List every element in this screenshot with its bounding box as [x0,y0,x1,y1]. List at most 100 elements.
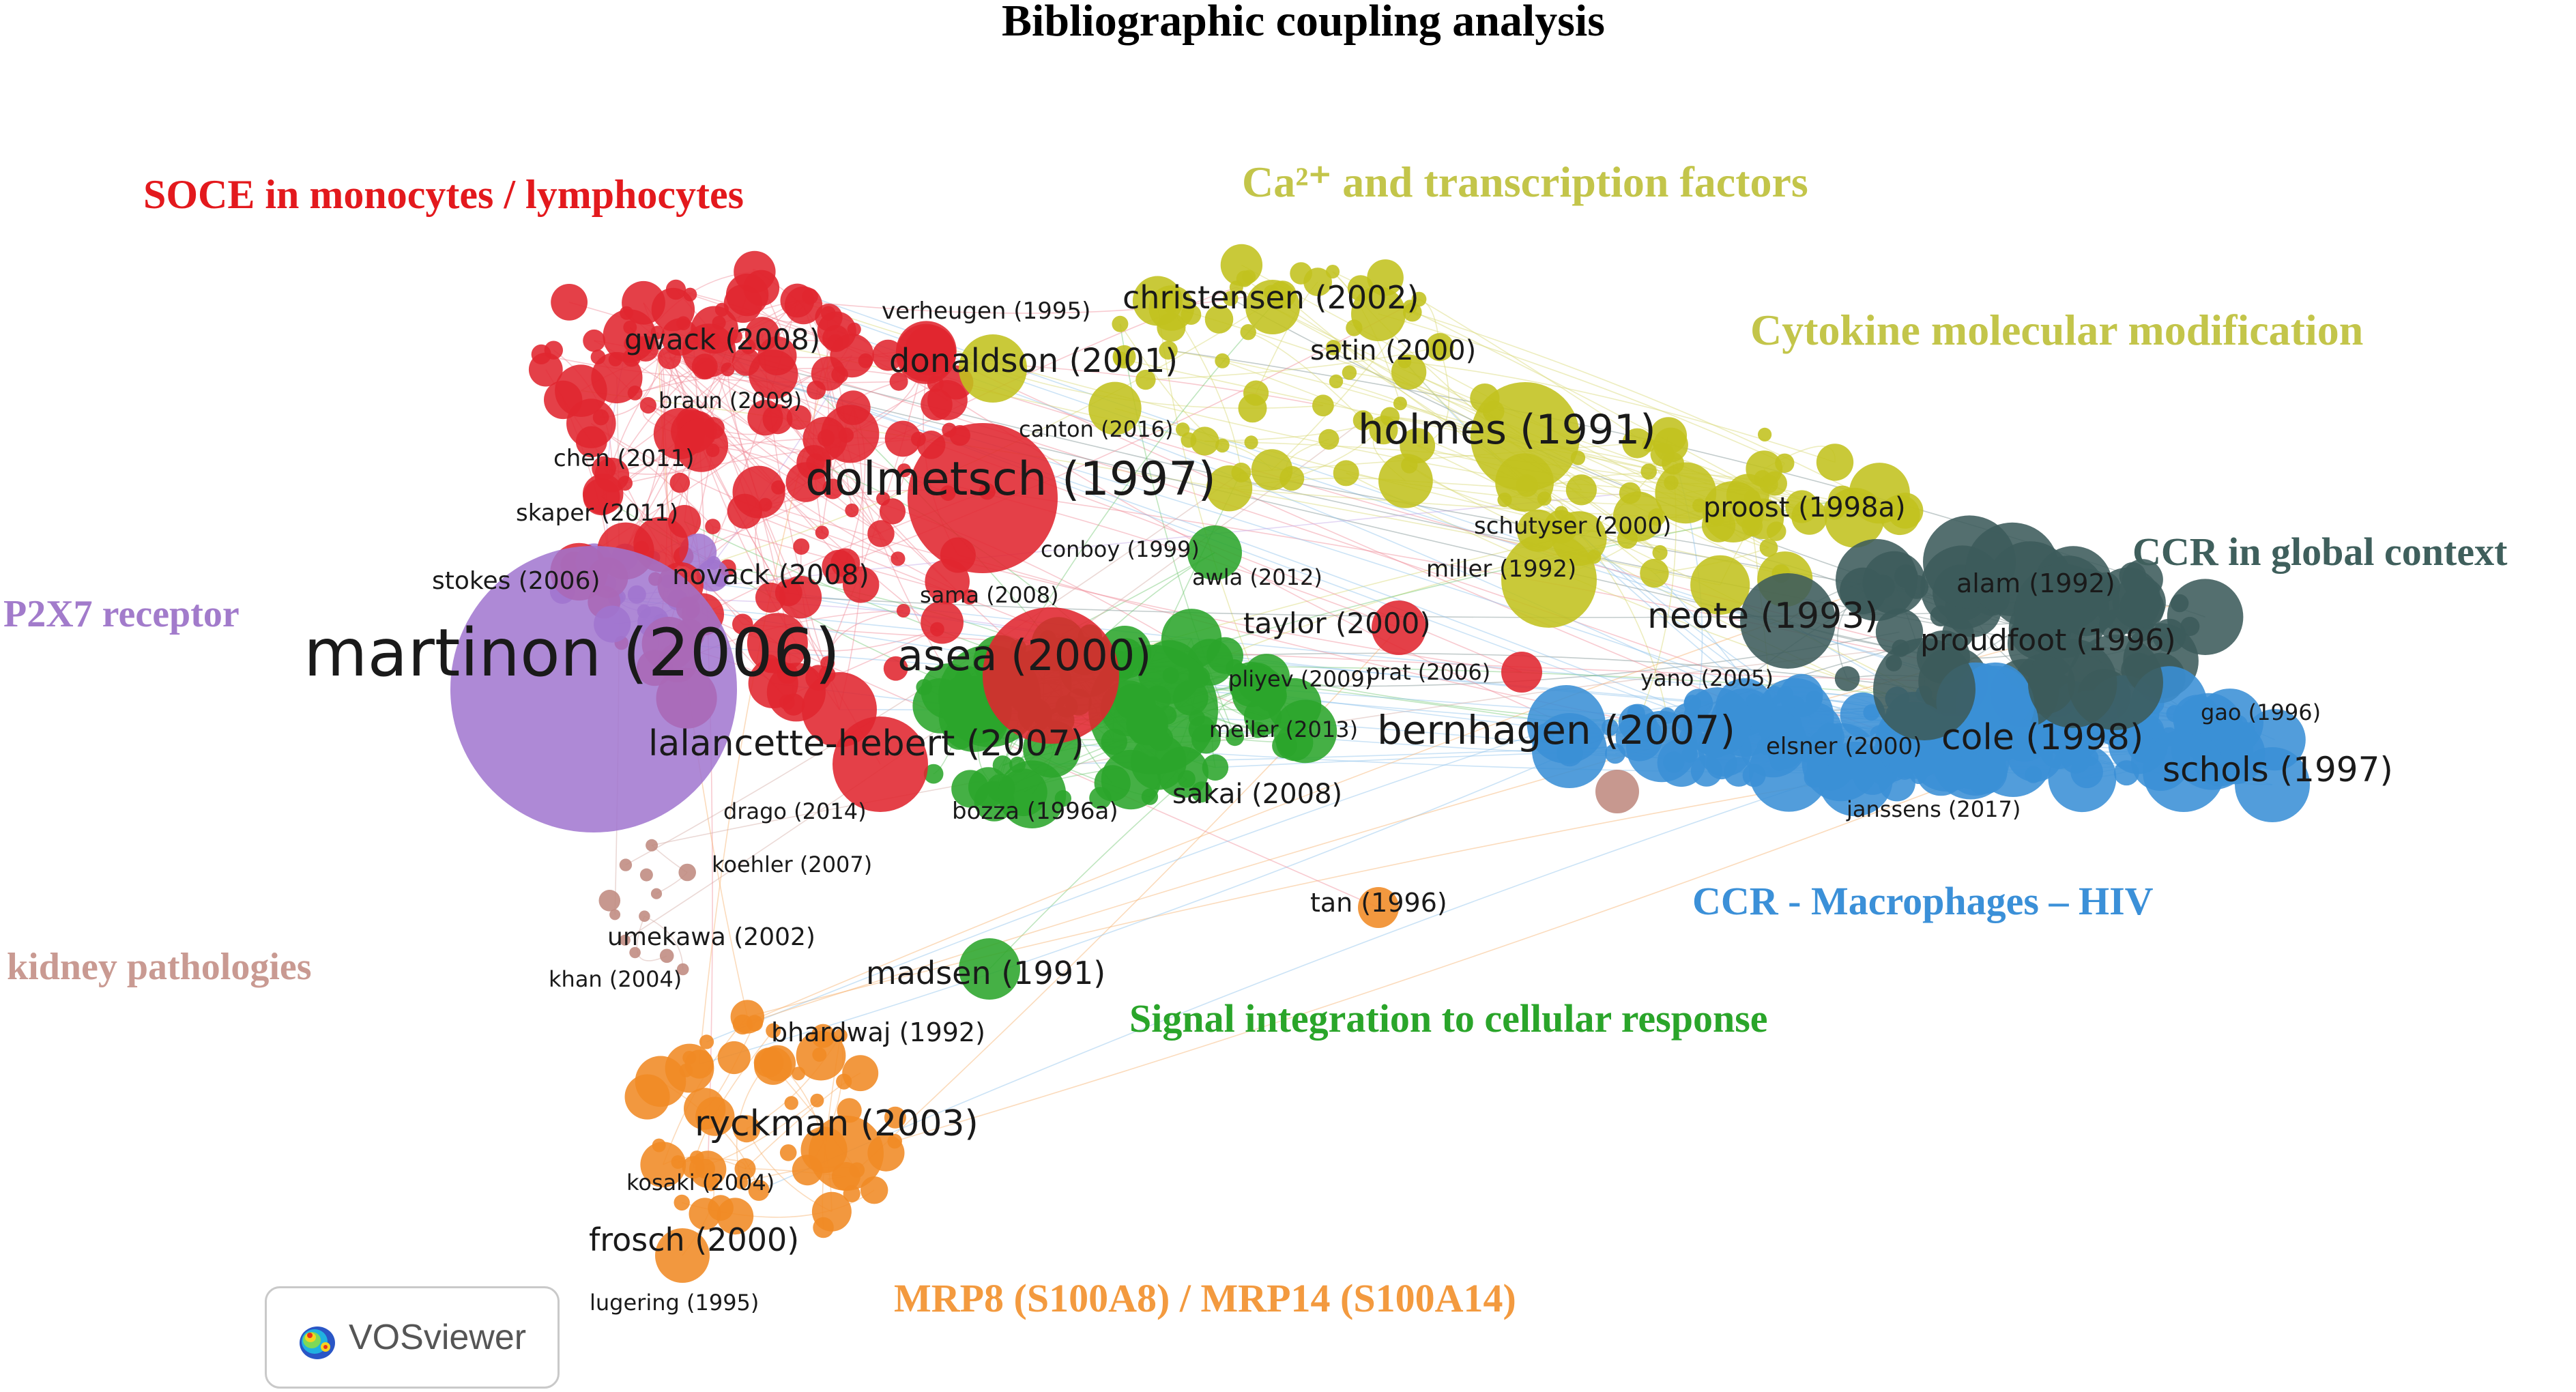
network-node-yellow[interactable] [1342,365,1357,380]
network-node-yellow[interactable] [1411,291,1427,307]
network-node-yellow[interactable] [1403,302,1422,322]
network-node-red[interactable] [725,273,769,317]
network-node-yellow[interactable] [1135,369,1156,390]
network-node-red[interactable] [833,716,928,812]
network-node-brown[interactable] [639,910,650,922]
network-node-green[interactable] [959,938,1020,1000]
network-node-red[interactable] [528,352,563,387]
network-node-yellow[interactable] [1088,381,1142,435]
network-node-darkslate[interactable] [2068,635,2163,730]
network-node-yellow[interactable] [1652,545,1668,561]
network-node-orange[interactable] [842,1055,879,1092]
network-node-blue[interactable] [1526,685,1606,764]
network-node-green[interactable] [1202,754,1229,781]
network-node-yellow[interactable] [1640,463,1657,480]
network-node-red[interactable] [908,423,1058,573]
network-node-brown[interactable] [659,948,674,963]
network-node-yellow[interactable] [1690,555,1750,615]
network-node-brown[interactable] [609,909,621,920]
network-node-red[interactable] [879,498,906,525]
network-node-blue[interactable] [1602,719,1619,736]
network-node-yellow[interactable] [1329,374,1344,389]
network-node-red[interactable] [1372,600,1426,655]
network-node-red[interactable] [582,474,624,514]
network-node-green[interactable] [998,760,1067,828]
network-node-red[interactable] [925,559,970,604]
network-node-red[interactable] [927,380,968,420]
network-node-red[interactable] [891,551,906,566]
network-node-yellow[interactable] [1759,538,1778,557]
network-node-yellow[interactable] [1244,435,1258,450]
network-node-yellow[interactable] [1220,244,1263,287]
network-node-yellow[interactable] [1190,426,1219,456]
network-node-red[interactable] [551,284,588,321]
network-node-red[interactable] [821,405,880,463]
network-node-blue[interactable] [2143,730,2225,812]
network-node-brown[interactable] [646,839,659,852]
network-node-yellow[interactable] [1816,444,1854,481]
network-node-red[interactable] [785,462,826,502]
network-node-orange[interactable] [810,1093,824,1107]
network-node-yellow[interactable] [1426,333,1454,362]
network-node-darkslate[interactable] [1740,573,1836,669]
network-node-red[interactable] [921,600,964,644]
network-node-yellow[interactable] [1649,417,1688,454]
network-node-orange[interactable] [748,1179,770,1201]
network-node-yellow[interactable] [1303,267,1332,297]
network-node-purple[interactable] [450,546,737,832]
network-node-blue[interactable] [1973,718,2053,797]
network-node-yellow[interactable] [1640,558,1669,588]
network-node-yellow[interactable] [1565,474,1597,506]
network-node-red[interactable] [784,286,823,325]
network-node-orange[interactable] [717,1041,751,1075]
network-node-yellow[interactable] [1223,291,1239,306]
network-node-red[interactable] [786,405,811,430]
network-node-yellow[interactable] [1333,460,1359,487]
network-node-yellow[interactable] [1240,324,1256,340]
network-node-yellow[interactable] [959,334,1027,403]
network-node-orange[interactable] [784,1096,798,1110]
network-node-red[interactable] [583,329,605,352]
network-node-orange[interactable] [635,1056,686,1107]
network-node-yellow[interactable] [1132,276,1183,326]
network-node-blue[interactable] [2048,744,2117,813]
network-node-red[interactable] [669,472,691,493]
network-node-red[interactable] [896,321,957,382]
network-node-red[interactable] [822,478,843,499]
network-node-red[interactable] [872,339,904,371]
network-node-darkslate[interactable] [1873,638,1976,740]
network-node-yellow[interactable] [1204,305,1234,334]
network-node-red[interactable] [843,566,880,603]
network-node-yellow[interactable] [1501,532,1597,628]
network-node-red[interactable] [830,333,874,378]
network-node-red[interactable] [555,364,607,417]
network-node-brown[interactable] [619,934,631,946]
network-node-yellow[interactable] [1849,463,1910,524]
network-node-red[interactable] [884,420,921,457]
network-node-darkslate[interactable] [2014,563,2110,658]
network-node-yellow[interactable] [1352,410,1374,431]
network-node-green[interactable] [1226,727,1245,746]
network-node-orange[interactable] [730,1000,765,1034]
network-node-yellow[interactable] [1251,449,1293,491]
network-node-orange[interactable] [796,1030,846,1081]
network-node-orange[interactable] [754,1047,792,1085]
network-node-brown[interactable] [650,888,663,899]
network-node-orange[interactable] [655,1228,710,1283]
network-node-red[interactable] [747,613,808,674]
network-node-red[interactable] [845,503,859,518]
network-node-yellow[interactable] [1238,394,1267,423]
network-node-yellow[interactable] [1112,315,1129,332]
network-node-red[interactable] [639,396,657,414]
network-node-yellow[interactable] [1655,462,1717,524]
network-node-yellow[interactable] [1622,428,1653,459]
network-node-yellow[interactable] [1351,287,1406,341]
network-node-red[interactable] [755,582,786,613]
network-node-green[interactable] [1187,525,1242,580]
network-node-orange[interactable] [733,1115,761,1143]
network-node-green[interactable] [1273,699,1337,764]
network-node-brown[interactable] [1595,770,1639,813]
network-node-orange[interactable] [734,1158,756,1180]
network-node-blue[interactable] [1748,731,1829,812]
network-node-darkslate[interactable] [2167,579,2244,655]
